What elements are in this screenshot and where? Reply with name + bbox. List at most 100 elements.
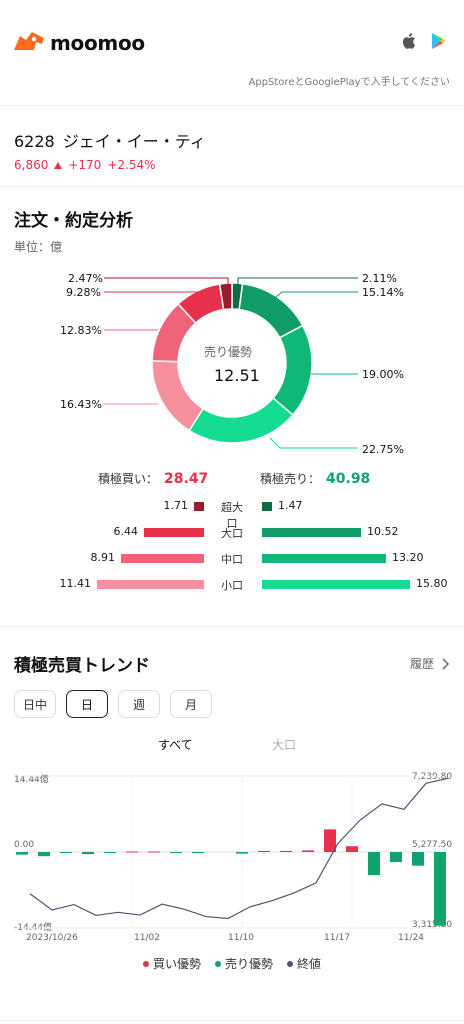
moomoo-bull-icon xyxy=(14,32,44,50)
subtab-all[interactable]: すべて xyxy=(158,738,193,752)
subtab-large[interactable]: 大口 xyxy=(272,738,297,752)
sell-total-label: 積極売り： xyxy=(260,472,321,486)
trend-legend: 買い優勢 売り優勢 終値 xyxy=(0,955,464,972)
sell-bar xyxy=(262,502,272,511)
buy-value: 11.41 xyxy=(59,577,92,590)
pie-label-sell-small: 22.75% xyxy=(362,443,404,456)
buy-bar xyxy=(280,850,292,852)
buy-bar xyxy=(346,846,358,852)
legend-buy-dot xyxy=(142,960,149,967)
logo-text: moomoo xyxy=(50,31,145,55)
distribution-row: 11.41 小口 15.80 xyxy=(0,576,464,592)
store-note: AppStoreとGooglePlayで入手してください xyxy=(248,77,451,88)
buy-bar xyxy=(324,829,336,852)
history-label: 履歴 xyxy=(409,657,434,671)
legend-sell-label: 売り優勢 xyxy=(224,957,273,971)
stock-price: 6,860 xyxy=(14,158,49,172)
leader-line-sell-super xyxy=(237,277,358,286)
tab-daily[interactable]: 日 xyxy=(66,690,108,718)
x-label-3: 11/17 xyxy=(324,933,350,943)
leader-line-buy-super xyxy=(104,277,229,286)
donut-center-value: 12.51 xyxy=(214,366,260,385)
size-category: 小口 xyxy=(221,579,243,592)
distribution-row: 8.91 中口 13.20 xyxy=(0,550,464,566)
sell-value: 10.52 xyxy=(367,525,399,538)
sell-bar xyxy=(38,852,50,857)
size-category: 中口 xyxy=(221,553,243,566)
buy-bar xyxy=(148,851,160,853)
buy-bar xyxy=(302,850,314,852)
sell-bar xyxy=(434,852,446,926)
legend-close-label: 終値 xyxy=(297,957,322,971)
legend-close-dot xyxy=(287,960,293,967)
sell-bar xyxy=(368,852,380,876)
stock-name: ジェイ・イー・ティ xyxy=(62,132,206,151)
stock-change-pct: +2.54% xyxy=(107,158,156,172)
tab-monthly[interactable]: 月 xyxy=(170,690,212,718)
sell-bar xyxy=(262,528,361,537)
sell-bar xyxy=(16,852,28,855)
pie-label-buy-super: 2.47% xyxy=(68,272,103,285)
buy-total-label: 積極買い： xyxy=(98,472,159,486)
sell-value: 15.80 xyxy=(416,577,448,590)
buy-total-value: 28.47 xyxy=(164,471,209,487)
x-label-4: 11/24 xyxy=(398,933,424,943)
x-label-1: 11/02 xyxy=(134,933,160,943)
sell-bar xyxy=(236,852,248,854)
size-category: 大口 xyxy=(221,527,243,540)
sell-bar xyxy=(390,852,402,862)
buy-bar xyxy=(144,528,204,537)
divider xyxy=(0,626,464,627)
sell-bar xyxy=(262,554,386,563)
unit-label: 単位：億 xyxy=(14,240,63,254)
sell-bar xyxy=(82,852,94,855)
apple-icon[interactable] xyxy=(400,32,416,50)
legend-sell-dot xyxy=(214,960,221,967)
size-category: 超大口 xyxy=(221,501,243,530)
stock-code: 6228 xyxy=(14,132,55,151)
buy-bar xyxy=(126,851,138,853)
legend-buy-label: 買い優勢 xyxy=(152,957,201,971)
x-label-2: 11/10 xyxy=(228,933,254,943)
pie-label-buy-large: 9.28% xyxy=(66,286,101,299)
buy-bar xyxy=(258,850,270,852)
right-axis-bottom: 3,315.20 xyxy=(412,920,453,930)
donut-slice-sell-mid xyxy=(272,324,313,416)
pie-label-sell-super: 2.11% xyxy=(362,272,397,285)
tab-weekly[interactable]: 週 xyxy=(118,690,160,718)
right-axis-top: 7,239.80 xyxy=(412,772,453,782)
sell-total: 積極売り： 40.98 xyxy=(260,470,370,487)
sell-bar xyxy=(60,852,72,854)
sell-value: 1.47 xyxy=(278,499,303,512)
divider xyxy=(0,186,464,187)
chevron-right-icon xyxy=(442,657,450,670)
sell-bar xyxy=(412,852,424,866)
sell-bar xyxy=(104,852,116,854)
donut-center-label: 売り優勢 xyxy=(204,345,253,359)
buy-bar xyxy=(121,554,204,563)
buy-bar xyxy=(97,580,204,589)
buy-value: 1.71 xyxy=(163,499,189,512)
leader-line-buy-large xyxy=(104,291,215,299)
period-tabs: 日中 日 週 月 xyxy=(14,690,212,718)
google-play-icon[interactable] xyxy=(430,32,446,50)
pie-label-buy-mid: 12.83% xyxy=(60,324,102,337)
buy-value: 6.44 xyxy=(113,525,139,538)
left-axis-top: 14.44億 xyxy=(14,775,49,785)
arrow-up-icon xyxy=(54,162,63,169)
donut-slice-buy-super xyxy=(218,282,233,311)
leader-line-sell-large xyxy=(269,291,358,303)
x-label-0: 2023/10/26 xyxy=(26,933,78,943)
stock-info: 6228 ジェイ・イー・ティ 6,860 +170 +2.54% xyxy=(14,128,206,172)
stock-change: +170 xyxy=(68,158,102,172)
tab-intraday[interactable]: 日中 xyxy=(14,690,56,718)
history-link[interactable]: 履歴 xyxy=(410,655,450,672)
sell-bar xyxy=(170,852,182,854)
right-axis-mid: 5,277.50 xyxy=(412,840,453,850)
pie-label-sell-mid: 19.00% xyxy=(362,368,404,381)
divider xyxy=(0,1020,464,1021)
moomoo-logo[interactable]: moomoo xyxy=(12,30,145,56)
sell-bar xyxy=(262,580,410,589)
buy-bar xyxy=(194,502,204,511)
legend-buy: 買い優勢 xyxy=(142,955,201,972)
